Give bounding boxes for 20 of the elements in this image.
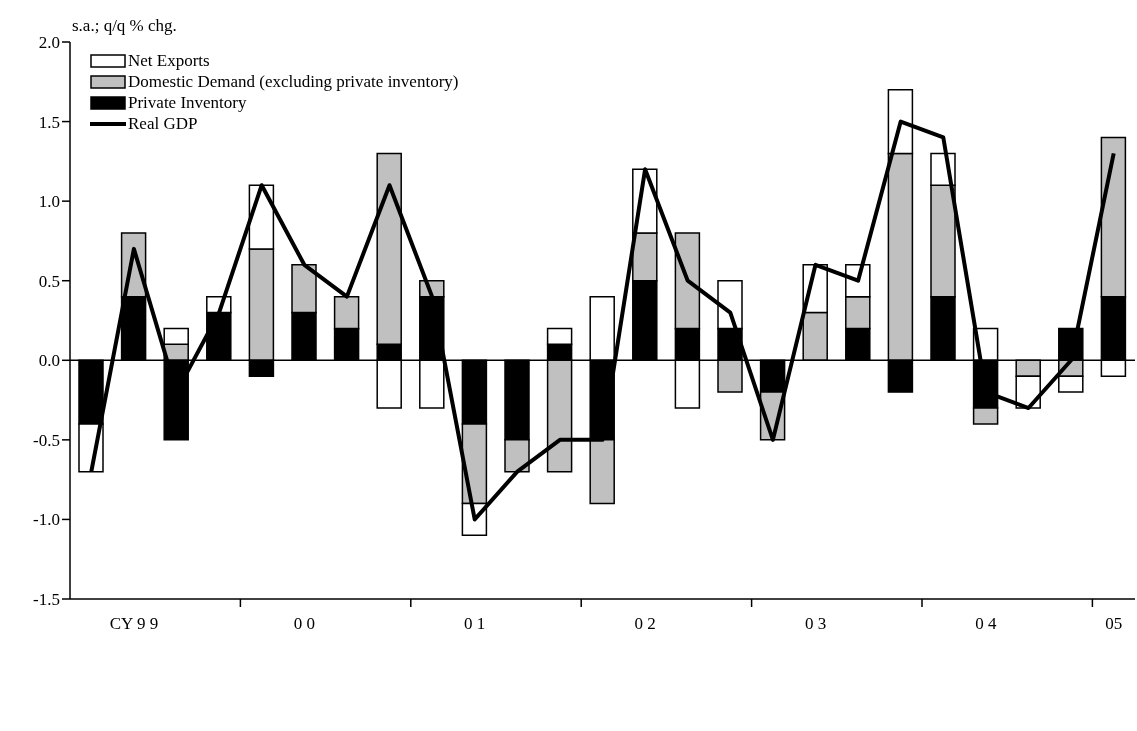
y-tick-label: 2.0 [38,33,60,53]
y-tick-label: 0.0 [38,351,60,371]
x-tick-label: 0 4 [975,614,998,633]
x-tick-label: 0 2 [634,614,656,633]
y-tick-label: 1.5 [38,112,60,132]
legend-label: Private Inventory [128,92,247,113]
y-tick-label: 1.0 [38,192,60,212]
x-tick-label: 0 3 [804,614,827,633]
x-tick-label: 0 1 [464,614,486,633]
legend-label: Domestic Demand (excluding private inventory) [128,71,459,92]
legend-label: Net Exports [128,50,210,71]
y-tick-label: 0.5 [38,271,60,291]
legend-label: Real GDP [128,113,198,134]
y-tick-label: -0.5 [33,430,60,450]
y-tick-label: -1.5 [33,590,60,610]
x-tick-label: 0 0 [293,614,315,633]
x-tick-label: CY 9 9 [109,614,159,633]
y-axis-title: s.a.; q/q % chg. [72,16,177,36]
x-tick-label: 05 [1105,614,1123,633]
y-tick-label: -1.0 [33,510,60,530]
